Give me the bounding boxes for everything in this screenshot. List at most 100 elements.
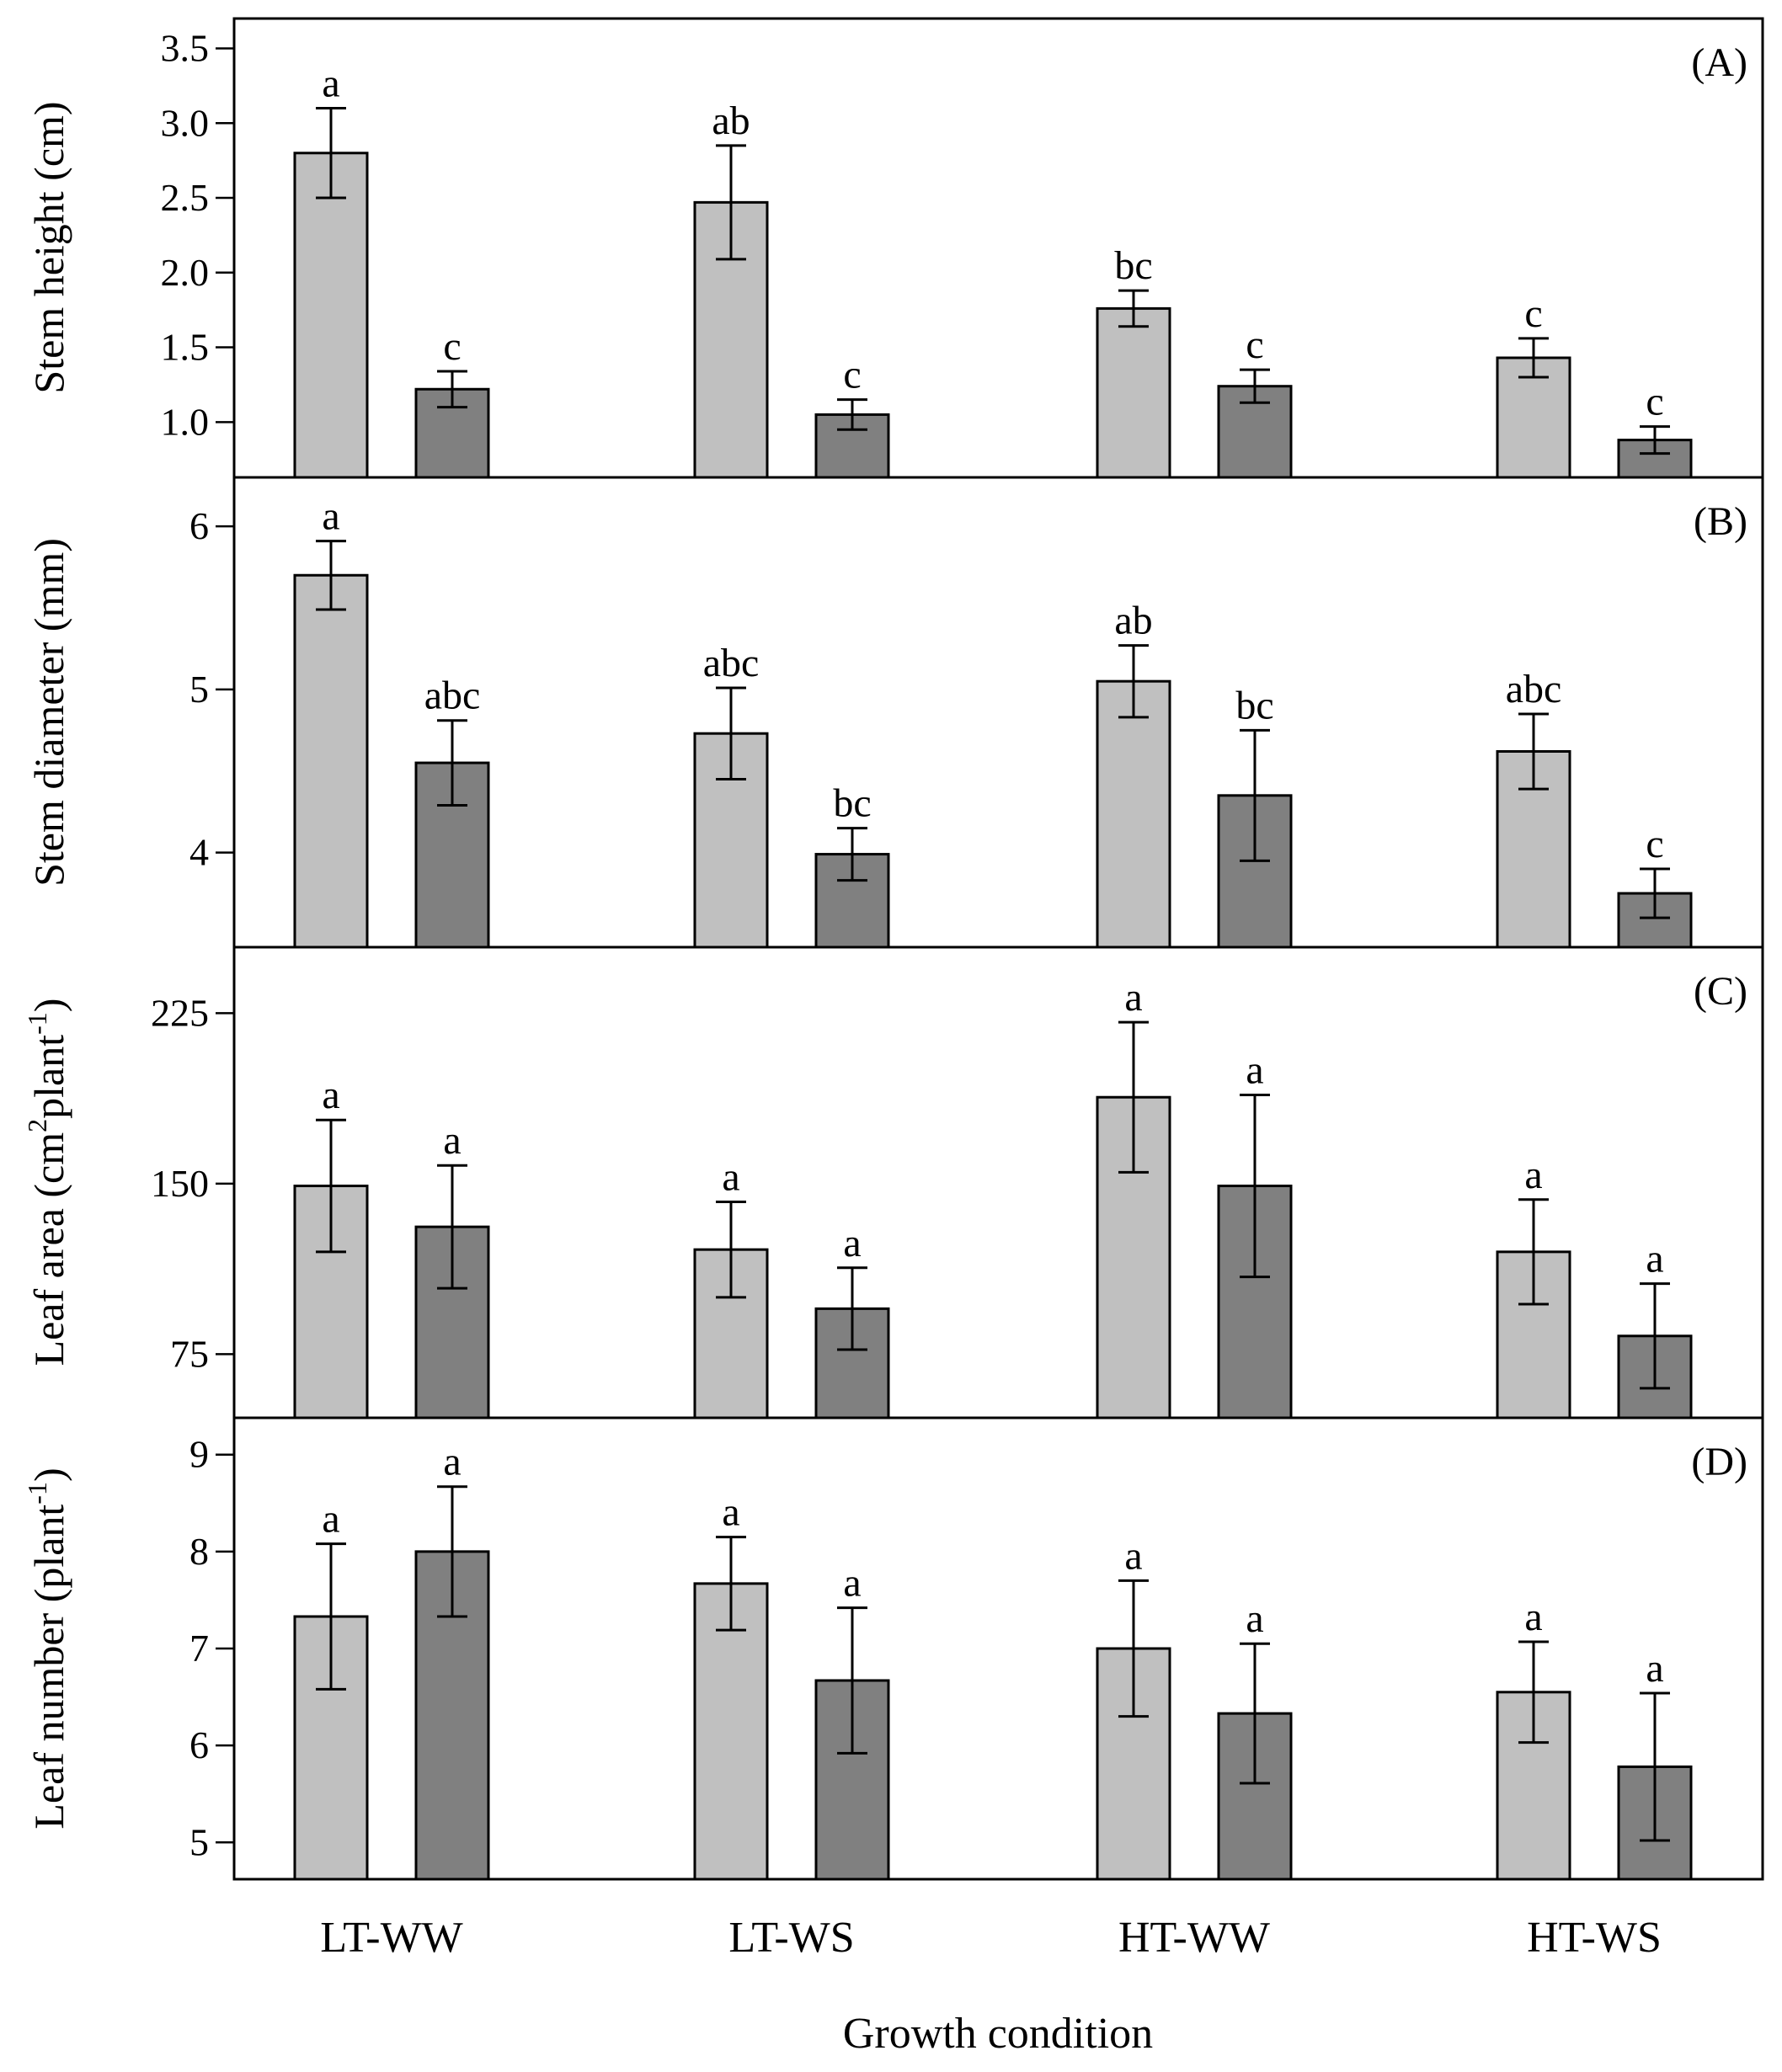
panel-c-y-tick-label-0: 75 <box>170 1332 209 1375</box>
panel-d-sig-letter-s2-3: a <box>1646 1646 1663 1691</box>
panel-a-sig-letter-s2-3: c <box>1646 380 1663 424</box>
panel-b-y-ticks: 4 5 6 <box>189 504 234 874</box>
x-axis-category-label-lt-ws: LT-WS <box>728 1914 854 1962</box>
panel-c-y-ticks: 75 150 225 <box>151 991 234 1375</box>
panel-c-error-bar-s2-1 <box>837 1266 867 1351</box>
panel-a-error-bar-s1-2 <box>1118 289 1149 328</box>
panel-c-error-bar-s2-2 <box>1240 1094 1270 1279</box>
panel-c-sig-letter-s2-2: a <box>1246 1048 1263 1093</box>
panel-d-sig-letter-s1-2: a <box>1124 1533 1142 1578</box>
panel-c-sig-letter-s2-3: a <box>1646 1237 1663 1281</box>
panel-a-error-bar-s2-0 <box>437 370 467 409</box>
panel-a-label: (A) <box>1691 40 1747 85</box>
panel-b-y-axis-label: Stem diameter (mm) <box>25 538 72 887</box>
panel-a-y-tick-label-4: 3.0 <box>161 101 210 144</box>
panel-b-error-bar-s1-1 <box>716 686 746 780</box>
panel-a-bars: a ab bc c c c c c <box>293 61 1693 479</box>
panel-c-error-bar-s1-3 <box>1518 1198 1549 1306</box>
x-axis-category-labels: LT-WW LT-WS HT-WW HT-WS <box>320 1914 1662 1962</box>
panel-a-y-tick-label-0: 1.0 <box>161 400 210 443</box>
panel-b-sig-letter-s1-0: a <box>322 494 339 539</box>
panel-a-sig-letter-s2-1: c <box>843 353 861 397</box>
panel-a-sig-letter-s2-0: c <box>443 324 461 369</box>
panel-d-y-tick-label-4: 9 <box>189 1433 209 1476</box>
panel-d-bars: a a a a a a a a <box>293 1440 1693 1881</box>
panel-a-error-bar-s1-3 <box>1518 337 1549 379</box>
panel-a-sig-letter-s1-2: bc <box>1114 243 1152 288</box>
panel-a-error-bar-s1-0 <box>316 107 346 200</box>
panel-d-y-tick-label-0: 5 <box>189 1820 209 1863</box>
panel-d-y-tick-label-2: 7 <box>189 1627 209 1670</box>
panel-d-sig-letter-s2-0: a <box>443 1440 461 1484</box>
x-axis-category-label-ht-ws: HT-WS <box>1527 1914 1662 1962</box>
panel-d-sig-letter-s1-1: a <box>722 1490 739 1535</box>
panel-a: (A) Stem height (cm) 1.01.52.02.53.03.5 … <box>25 17 1764 479</box>
panel-c-ylabel-mid: plant <box>25 1035 72 1119</box>
panel-c-y-axis-label: Leaf area (cm2plant-1) <box>22 999 72 1366</box>
panel-d-ylabel-main: Leaf number (plant <box>25 1505 72 1830</box>
panel-d-error-bar-s2-0 <box>437 1485 467 1618</box>
panel-c-sig-letter-s2-0: a <box>443 1118 461 1163</box>
panel-a-error-bar-s2-2 <box>1240 368 1270 404</box>
panel-d-sig-letter-s1-3: a <box>1524 1595 1542 1639</box>
panel-c-sig-letter-s1-0: a <box>322 1073 339 1117</box>
panel-c-ylabel-sup2: -1 <box>22 1012 52 1035</box>
panel-d-error-bar-s2-3 <box>1640 1691 1670 1842</box>
panel-d-error-bar-s1-0 <box>316 1542 346 1691</box>
panel-a-y-axis-label: Stem height (cm) <box>25 101 72 393</box>
panel-c-bars: a a a a a a a a <box>293 975 1693 1420</box>
panel-d-bar-s1-lt-ws <box>693 1582 769 1881</box>
panel-b-error-bar-s1-3 <box>1518 712 1549 791</box>
panel-b-sig-letter-s1-1: abc <box>703 641 760 685</box>
panel-b-error-bar-s2-0 <box>437 719 467 807</box>
panel-b-sig-letter-s1-3: abc <box>1506 667 1562 711</box>
panel-a-y-tick-label-1: 1.5 <box>161 326 210 369</box>
panel-a-bar-s1-ht-ww <box>1096 306 1171 479</box>
panel-a-y-ticks: 1.0 1.5 2.0 2.5 3.0 3.5 <box>161 27 234 443</box>
panel-d-y-tick-label-1: 6 <box>189 1723 209 1766</box>
panel-b-sig-letter-s1-2: ab <box>1114 599 1152 643</box>
panel-c-sig-letter-s1-1: a <box>722 1154 739 1199</box>
panel-a-sig-letter-s1-1: ab <box>712 99 750 143</box>
panel-c-bar-s2-ht-ww <box>1217 1185 1293 1420</box>
panel-c-error-bar-s1-0 <box>316 1118 346 1254</box>
panel-d-sig-letter-s2-2: a <box>1246 1596 1263 1641</box>
panel-b-label: (B) <box>1694 499 1747 544</box>
panel-c-error-bar-s1-2 <box>1118 1020 1149 1174</box>
panel-c-sig-letter-s1-3: a <box>1524 1153 1542 1197</box>
panel-d-y-ticks: 5 6 7 8 9 <box>189 1433 234 1863</box>
panel-c-label: (C) <box>1694 969 1747 1014</box>
panel-c-error-bar-s1-1 <box>716 1200 746 1299</box>
panel-b-sig-letter-s2-2: bc <box>1235 683 1273 727</box>
panel-b: (B) Stem diameter (mm) 4 5 6 a abc ab abc abc b… <box>25 476 1764 949</box>
panel-c-y-tick-label-2: 225 <box>151 991 209 1034</box>
panel-a-y-tick-label-3: 2.5 <box>161 176 210 219</box>
panel-b-sig-letter-s2-0: abc <box>424 674 481 718</box>
panel-a-y-tick-label-5: 3.5 <box>161 27 210 70</box>
panel-d-label: (D) <box>1691 1440 1747 1484</box>
panel-c-error-bar-s2-3 <box>1640 1282 1670 1390</box>
panel-d-error-bar-s1-1 <box>716 1536 746 1632</box>
panel-a-y-tick-label-2: 2.0 <box>161 251 210 294</box>
panel-a-sig-letter-s1-3: c <box>1524 291 1542 336</box>
panel-d-y-axis-label: Leaf number (plant-1) <box>22 1467 72 1829</box>
panel-d-error-bar-s2-2 <box>1240 1642 1270 1785</box>
panel-c-ylabel-main: Leaf area (cm <box>25 1132 72 1366</box>
panel-d-error-bar-s1-2 <box>1118 1579 1149 1718</box>
panel-a-error-bar-s2-1 <box>837 398 867 431</box>
panel-a-sig-letter-s2-2: c <box>1246 322 1263 367</box>
panel-b-y-tick-label-2: 6 <box>189 504 209 547</box>
panel-d-y-tick-label-3: 8 <box>189 1530 209 1573</box>
x-axis-title: Growth condition <box>843 2010 1153 2058</box>
panel-d-sig-letter-s2-1: a <box>843 1561 861 1606</box>
panel-b-bar-s1-lt-ww <box>293 573 369 949</box>
panel-a-bar-s1-lt-ww <box>293 152 369 479</box>
panel-b-error-bar-s2-3 <box>1640 867 1670 919</box>
x-axis-category-label-ht-ww: HT-WW <box>1118 1914 1270 1962</box>
panel-a-error-bar-s1-1 <box>716 144 746 261</box>
panel-b-bar-s1-ht-ww <box>1096 679 1171 949</box>
x-axis-category-label-lt-ww: LT-WW <box>320 1914 462 1962</box>
panel-b-y-tick-label-0: 4 <box>189 831 209 874</box>
panel-c-ylabel-sup1: 2 <box>22 1119 52 1132</box>
